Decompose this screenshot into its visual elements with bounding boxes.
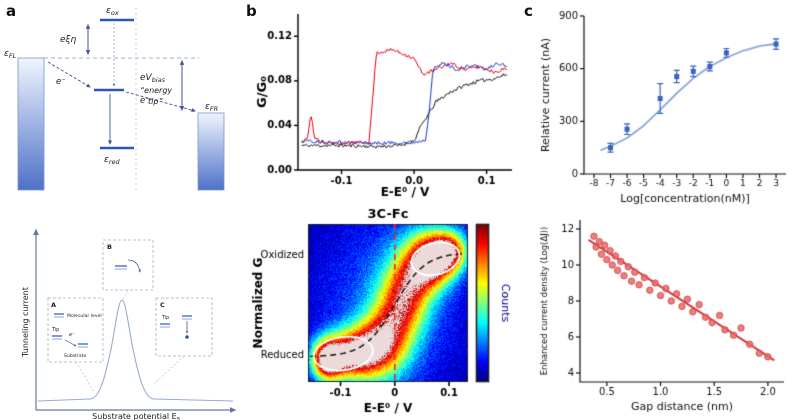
panel-a-label: a xyxy=(6,2,17,20)
inset-b-letter: B xyxy=(107,243,112,251)
inset-a-letter: A xyxy=(51,301,56,309)
connector-b xyxy=(122,289,129,300)
energy-tip-label-1: “energy xyxy=(140,86,172,95)
panel-a-diagram: εFL εox εFR εred eξη e⁻ e⁻ eVbias “energ… xyxy=(4,6,237,420)
ev-bias-label: eVbias xyxy=(140,73,166,84)
eps-ox-label: εox xyxy=(106,6,119,17)
left-electrode xyxy=(17,57,45,191)
inset-c: C Tip xyxy=(155,297,213,357)
tip-label-a: Tip xyxy=(51,327,59,333)
eps-fl-label: εFL xyxy=(4,49,17,60)
substrate-glyph-a xyxy=(78,343,88,348)
inset-a-box xyxy=(47,297,104,363)
connector-a xyxy=(75,361,95,393)
inset-a-electron-arrow xyxy=(64,339,77,347)
inset-b-hop-arrow xyxy=(127,259,141,273)
electron-label-1: e⁻ xyxy=(56,77,66,87)
electron-exit-arrow xyxy=(125,91,196,112)
tip-glyph-c xyxy=(160,323,170,328)
connector-c xyxy=(153,355,185,385)
panel-c-label: c xyxy=(524,2,533,20)
panel-b-label: b xyxy=(246,2,257,20)
electron-dot xyxy=(185,335,189,339)
electron-label-inset-a: e⁻ xyxy=(69,332,75,338)
electron-label-2: e⁻ xyxy=(140,96,150,106)
conductance-heatmap-chart xyxy=(250,204,520,418)
tip-label-c: Tip xyxy=(161,315,169,321)
exi-eta-label: eξη xyxy=(60,35,77,45)
conductance-trace-chart xyxy=(250,6,520,202)
concentration-response-chart xyxy=(534,6,794,210)
schematic-xlabel: Substrate potential Es xyxy=(92,412,180,420)
right-electrode xyxy=(197,112,225,191)
molecular-level-glyph xyxy=(54,313,64,318)
electron-injection-arrow xyxy=(47,61,91,88)
tip-glyph-a xyxy=(52,335,62,340)
resonance-peak-curve xyxy=(37,299,234,402)
eps-red-label: εred xyxy=(104,155,121,166)
substrate-label: Substrate xyxy=(64,353,86,359)
inset-a: A Molecular level Tip e⁻ Substrate xyxy=(47,297,104,363)
gap-distance-chart xyxy=(534,212,794,418)
inset-b: B xyxy=(102,239,154,291)
level-glyph-c xyxy=(182,315,192,320)
inset-c-letter: C xyxy=(160,301,165,309)
level-glyph-b xyxy=(115,265,127,270)
molecular-level-label: Molecular level xyxy=(67,313,102,319)
eps-fr-label: εFR xyxy=(205,102,218,113)
energy-tip-label-2: tip” xyxy=(148,97,163,106)
schematic-ylabel: Tunneling current xyxy=(21,287,30,358)
